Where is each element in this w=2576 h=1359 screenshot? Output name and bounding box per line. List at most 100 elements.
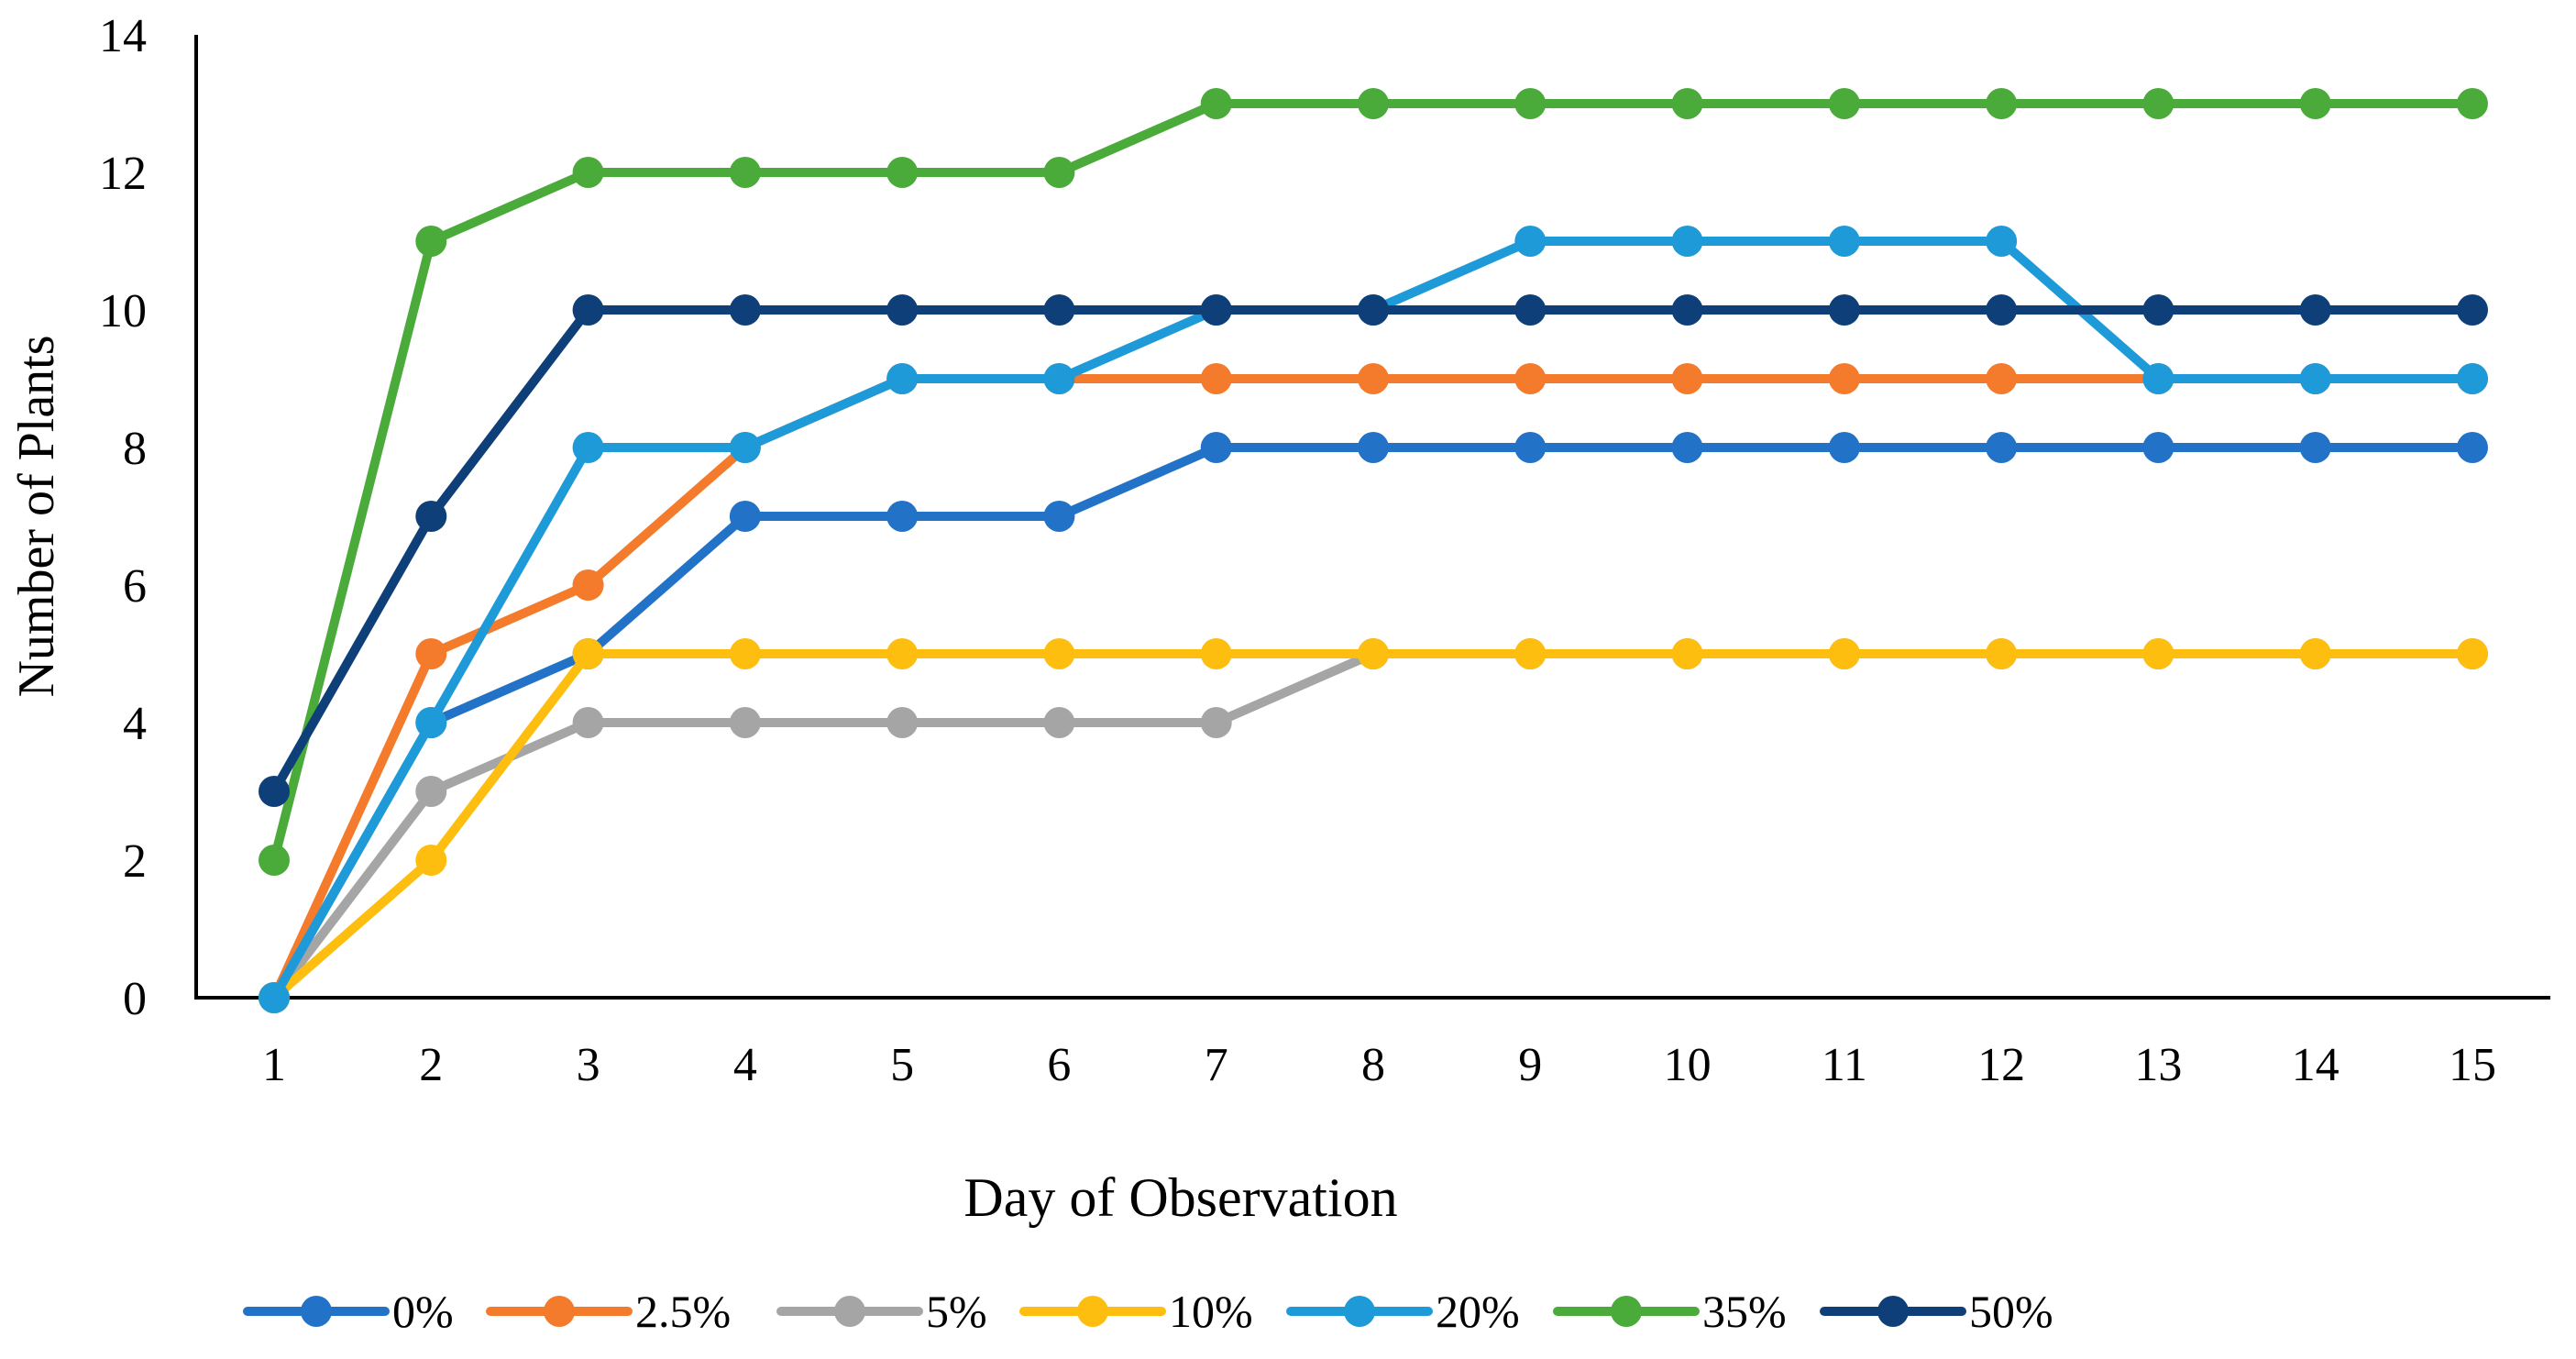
- x-tick-label: 4: [733, 1039, 757, 1091]
- data-point: [886, 363, 919, 394]
- data-point: [1514, 88, 1547, 119]
- x-tick-label: 1: [262, 1039, 286, 1091]
- data-point: [572, 638, 604, 669]
- data-point: [415, 776, 447, 807]
- data-point: [2299, 88, 2331, 119]
- axes: [194, 35, 2550, 1000]
- series-line: [270, 99, 2477, 865]
- y-tick-label: 12: [99, 148, 147, 200]
- data-point: [1671, 226, 1703, 257]
- x-tick-label: 12: [1977, 1039, 2025, 1091]
- data-point: [729, 707, 761, 738]
- data-point: [1200, 363, 1232, 394]
- series-10-: [259, 638, 2488, 1013]
- data-point: [1986, 432, 2018, 463]
- legend-item: 5%: [776, 1286, 987, 1337]
- data-point: [1358, 432, 1389, 463]
- legend-swatch-marker: [1344, 1296, 1375, 1327]
- legend-item: 50%: [1820, 1286, 2053, 1337]
- data-point: [1514, 638, 1547, 669]
- data-point: [1828, 363, 1860, 394]
- legend-label: 5%: [926, 1286, 987, 1337]
- legend-label: 10%: [1169, 1286, 1253, 1337]
- x-axis-title: Day of Observation: [963, 1167, 1397, 1228]
- series-line: [270, 237, 2477, 1002]
- data-point: [259, 776, 290, 807]
- legend-swatch-marker: [834, 1296, 865, 1327]
- data-point: [1043, 157, 1075, 188]
- data-point: [2299, 363, 2331, 394]
- series-line: [270, 374, 2477, 1002]
- y-tick-label: 6: [123, 560, 147, 613]
- data-point: [572, 294, 604, 326]
- data-point: [1514, 226, 1547, 257]
- y-tick-label: 4: [123, 698, 147, 750]
- y-tick-label: 10: [99, 285, 147, 337]
- data-point: [886, 294, 919, 326]
- x-tick-label: 14: [2292, 1039, 2339, 1091]
- data-point: [1828, 638, 1860, 669]
- data-point: [1358, 638, 1389, 669]
- data-point: [1200, 638, 1232, 669]
- data-point: [572, 157, 604, 188]
- x-tick-labels: 1 2 3 4 5 6 7 8 9 10 11 12 13 14 15: [262, 1039, 2496, 1091]
- data-point: [1514, 363, 1547, 394]
- legend-label: 0%: [392, 1286, 454, 1337]
- data-point: [1200, 88, 1232, 119]
- data-point: [2457, 363, 2488, 394]
- legend-swatch-marker: [1077, 1296, 1108, 1327]
- series-line: [270, 649, 2477, 1002]
- legend-label: 20%: [1436, 1286, 1520, 1337]
- legend-swatch-marker: [544, 1296, 575, 1327]
- data-point: [1671, 432, 1703, 463]
- data-point: [572, 569, 604, 601]
- data-point: [1828, 294, 1860, 326]
- y-tick-label: 0: [123, 973, 147, 1025]
- legend-label: 35%: [1702, 1286, 1787, 1337]
- x-tick-label: 5: [890, 1039, 914, 1091]
- x-tick-label: 13: [2134, 1039, 2182, 1091]
- y-axis-title: Number of Plants: [8, 335, 65, 697]
- data-point: [1514, 432, 1547, 463]
- legend-item: 2.5%: [486, 1286, 731, 1337]
- data-point: [415, 226, 447, 257]
- legend-item: 35%: [1553, 1286, 1787, 1337]
- legend-label: 2.5%: [635, 1286, 731, 1337]
- y-tick-label: 2: [123, 835, 147, 888]
- data-point: [2457, 294, 2488, 326]
- data-point: [1671, 88, 1703, 119]
- data-point: [729, 638, 761, 669]
- data-point: [1358, 88, 1389, 119]
- x-tick-label: 10: [1664, 1039, 1712, 1091]
- x-tick-label: 6: [1047, 1039, 1071, 1091]
- data-point: [572, 707, 604, 738]
- data-point: [729, 432, 761, 463]
- data-point: [1200, 294, 1232, 326]
- data-point: [1358, 294, 1389, 326]
- legend-swatch-marker: [1877, 1296, 1909, 1327]
- data-point: [1828, 432, 1860, 463]
- data-point: [886, 157, 919, 188]
- series-35-: [259, 88, 2488, 876]
- data-point: [1671, 638, 1703, 669]
- series-line: [270, 649, 2477, 1002]
- data-point: [1828, 226, 1860, 257]
- legend-label: 50%: [1969, 1286, 2053, 1337]
- data-point: [1200, 432, 1232, 463]
- data-point: [1043, 638, 1075, 669]
- y-tick-label: 8: [123, 423, 147, 475]
- data-point: [259, 845, 290, 876]
- series-20-: [259, 226, 2488, 1013]
- data-point: [1986, 638, 2018, 669]
- data-point: [1986, 294, 2018, 326]
- x-tick-label: 3: [577, 1039, 600, 1091]
- series-lines: [259, 88, 2488, 1013]
- data-point: [1358, 363, 1389, 394]
- legend-item: 0%: [243, 1286, 454, 1337]
- x-tick-label: 8: [1361, 1039, 1385, 1091]
- data-point: [2457, 432, 2488, 463]
- data-point: [415, 845, 447, 876]
- data-point: [2142, 294, 2174, 326]
- series-5-: [259, 638, 2488, 1013]
